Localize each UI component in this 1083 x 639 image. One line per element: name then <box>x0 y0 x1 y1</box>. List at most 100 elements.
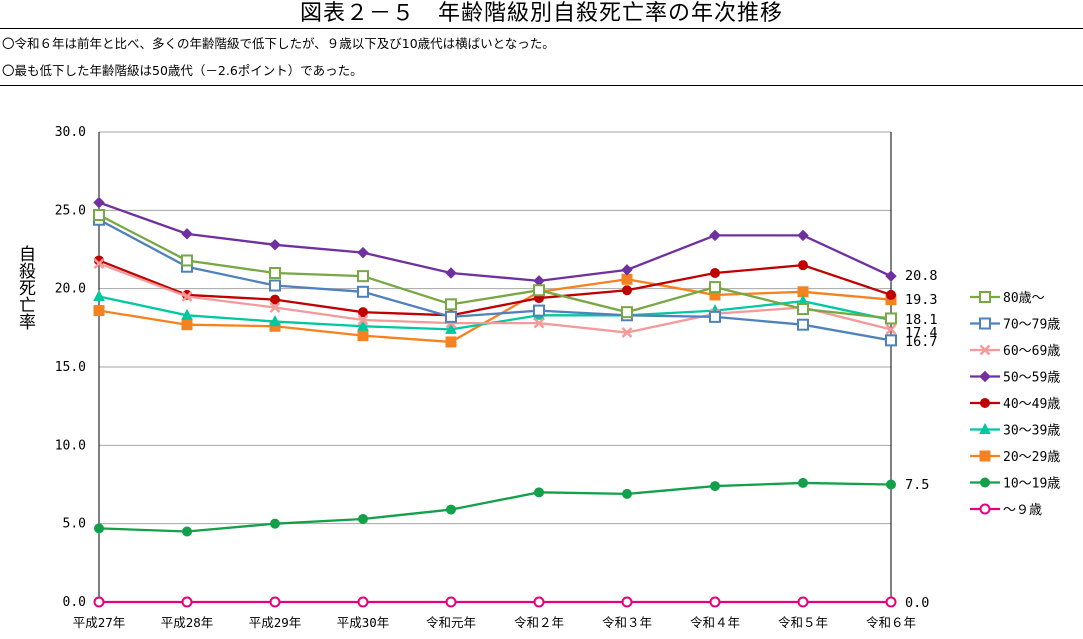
data-point <box>533 284 545 297</box>
legend-label: 10～19歳 <box>1003 477 1060 492</box>
line-chart: 0.0 5.0 10.0 15.0 20.0 25.0 30.0 平成27年 平成28年 平成29… <box>55 125 1061 630</box>
x-tick-label: 令和３年 <box>602 615 652 630</box>
data-point <box>269 314 281 327</box>
legend-label: 40～49歳 <box>1003 397 1060 412</box>
series-line <box>98 259 892 317</box>
data-point <box>94 523 104 534</box>
data-point <box>181 291 193 302</box>
data-point <box>533 596 545 608</box>
series-line <box>98 214 892 320</box>
data-point <box>709 310 721 323</box>
data-point <box>885 334 897 347</box>
chart-title: 図表２－５ 年齢階級別自殺死亡率の年次推移 <box>299 1 783 26</box>
data-point <box>885 270 897 282</box>
data-point <box>269 302 281 313</box>
data-point <box>621 273 633 285</box>
data-point <box>886 289 896 300</box>
data-point <box>93 258 105 269</box>
data-point <box>93 289 105 301</box>
end-value-label: 0.0 <box>905 595 929 611</box>
data-point <box>357 246 369 259</box>
data-point <box>181 596 193 608</box>
data-point <box>358 513 368 524</box>
y-tick-label: 20.0 <box>55 282 86 297</box>
data-point <box>797 229 809 242</box>
end-value-label: 7.5 <box>905 477 929 493</box>
legend-label: 70～79歳 <box>1003 318 1060 333</box>
data-point <box>357 314 369 326</box>
data-point <box>446 504 456 515</box>
y-tick-label: 25.0 <box>55 203 86 218</box>
summary-note-1: 〇令和６年は前年と比べ、多くの年齢階級で低下したが、９歳以下及び10歳代は横ばい… <box>2 36 555 51</box>
data-point <box>357 596 369 608</box>
data-point <box>709 596 721 608</box>
data-point <box>445 298 457 311</box>
legend-point <box>979 317 991 330</box>
data-point <box>445 310 457 323</box>
data-point <box>357 330 369 342</box>
data-point <box>797 318 809 331</box>
series-line <box>98 218 892 342</box>
data-point <box>710 268 720 278</box>
series-line <box>98 278 892 344</box>
data-point <box>445 322 457 334</box>
data-point <box>622 285 632 296</box>
y-tick-label: 10.0 <box>55 438 86 453</box>
x-tick-label: 令和元年 <box>426 615 476 630</box>
data-point <box>622 488 632 499</box>
data-point <box>533 304 545 317</box>
legend-point <box>979 344 991 356</box>
data-point <box>445 336 457 348</box>
data-point <box>885 312 897 325</box>
x-tick-label: 令和６年 <box>866 615 916 630</box>
data-point <box>269 267 281 279</box>
legend-label: 20～29歳 <box>1003 450 1060 465</box>
x-tick-label: 令和５年 <box>778 615 828 630</box>
data-point <box>270 294 280 305</box>
data-point <box>621 264 633 276</box>
data-point <box>270 518 280 529</box>
legend-point <box>980 477 990 488</box>
end-value-label: 20.8 <box>905 268 938 284</box>
end-value-label: 18.1 <box>905 312 938 328</box>
x-tick-label: 平成27年 <box>73 615 126 630</box>
legend-point <box>980 398 990 408</box>
y-tick-label: 0.0 <box>63 595 86 610</box>
data-point <box>885 324 897 335</box>
end-value-label: 19.3 <box>905 292 938 308</box>
legend-label: 30～39歳 <box>1003 424 1060 439</box>
y-tick-label: 15.0 <box>55 360 86 375</box>
data-point <box>710 481 720 492</box>
data-point <box>181 308 193 320</box>
data-point <box>93 305 105 317</box>
y-axis-label-text: 自殺死亡率 <box>15 245 35 330</box>
data-point <box>269 596 281 608</box>
data-point <box>621 327 633 338</box>
data-point <box>181 228 193 240</box>
legend-label: ～９歳 <box>1003 503 1042 518</box>
data-point <box>797 303 809 316</box>
data-point <box>709 229 721 242</box>
data-point <box>357 319 369 331</box>
x-tick-label: 平成28年 <box>161 615 214 630</box>
data-point <box>533 317 545 329</box>
x-tick-label: 平成30年 <box>337 615 390 630</box>
data-point <box>798 477 808 488</box>
notes-rule <box>0 85 1083 86</box>
legend-point <box>979 370 991 383</box>
y-tick-label: 30.0 <box>55 125 86 140</box>
series-line <box>98 481 892 533</box>
data-point <box>93 209 105 222</box>
data-point <box>885 596 897 608</box>
title-rule <box>0 28 1083 29</box>
data-point <box>269 239 281 251</box>
data-point <box>534 487 544 498</box>
data-point <box>358 307 368 318</box>
legend-label: 60～69歳 <box>1003 344 1060 359</box>
data-point <box>798 260 808 271</box>
end-value-label: 17.4 <box>905 325 938 341</box>
legend-point <box>979 422 991 434</box>
legend-label: 50～59歳 <box>1003 371 1060 386</box>
legend-label: 80歳～ <box>1003 291 1045 306</box>
x-tick-label: 令和２年 <box>514 615 564 630</box>
